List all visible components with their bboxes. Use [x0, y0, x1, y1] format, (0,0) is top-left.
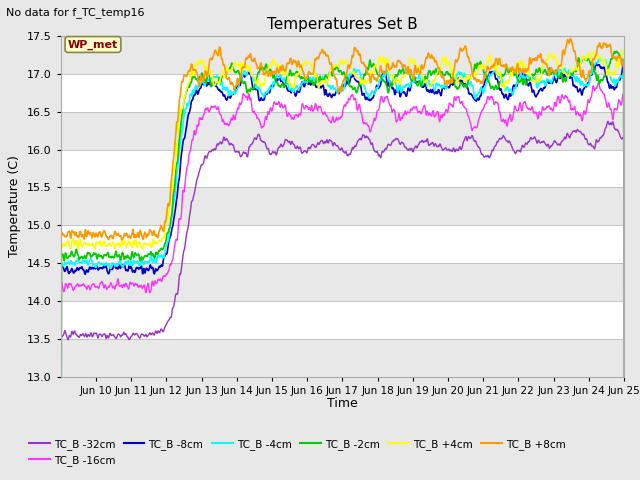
TC_B -4cm — [235, 84, 243, 90]
TC_B -8cm — [592, 60, 600, 66]
Bar — [61, 339, 624, 377]
TC_B -16cm — [595, 80, 602, 86]
TC_B -8cm — [512, 82, 520, 88]
TC_B -8cm — [376, 83, 384, 89]
TC_B -32cm — [376, 154, 384, 160]
TC_B +8cm — [612, 57, 620, 62]
Line: TC_B -2cm: TC_B -2cm — [61, 51, 624, 480]
TC_B +4cm — [620, 47, 627, 52]
TC_B -2cm — [620, 384, 628, 389]
TC_B +4cm — [235, 63, 243, 69]
TC_B -2cm — [612, 49, 620, 55]
TC_B -4cm — [376, 78, 384, 84]
Legend: TC_B -32cm, TC_B -16cm, TC_B -8cm, TC_B -4cm, TC_B -2cm, TC_B +4cm, TC_B +8cm: TC_B -32cm, TC_B -16cm, TC_B -8cm, TC_B … — [24, 435, 570, 470]
TC_B -16cm — [235, 106, 243, 111]
TC_B -16cm — [512, 106, 520, 112]
TC_B -32cm — [620, 442, 628, 448]
TC_B -8cm — [544, 79, 552, 85]
TC_B +8cm — [235, 81, 243, 86]
TC_B +4cm — [612, 61, 620, 67]
TC_B -8cm — [620, 388, 628, 394]
TC_B +8cm — [113, 232, 121, 238]
Bar — [61, 36, 624, 74]
TC_B -16cm — [612, 107, 620, 112]
TC_B -4cm — [612, 79, 620, 84]
TC_B -2cm — [235, 68, 243, 74]
TC_B +4cm — [113, 242, 121, 248]
TC_B -2cm — [544, 72, 552, 78]
Bar — [61, 188, 624, 225]
TC_B +8cm — [544, 66, 552, 72]
TC_B +8cm — [512, 70, 520, 75]
TC_B -4cm — [595, 55, 603, 61]
TC_B -8cm — [612, 84, 620, 90]
TC_B -2cm — [113, 253, 121, 259]
TC_B +4cm — [376, 54, 384, 60]
TC_B -16cm — [620, 408, 628, 413]
TC_B -2cm — [376, 73, 384, 79]
TC_B +4cm — [620, 374, 628, 380]
Line: TC_B +4cm: TC_B +4cm — [61, 49, 624, 480]
X-axis label: Time: Time — [327, 397, 358, 410]
TC_B -32cm — [612, 127, 620, 133]
TC_B -2cm — [612, 48, 620, 54]
TC_B -32cm — [604, 119, 612, 124]
TC_B -8cm — [235, 81, 243, 87]
Line: TC_B +8cm: TC_B +8cm — [61, 39, 624, 480]
Title: Temperatures Set B: Temperatures Set B — [267, 17, 418, 32]
Line: TC_B -4cm: TC_B -4cm — [61, 58, 624, 480]
TC_B +8cm — [620, 382, 628, 387]
TC_B -16cm — [376, 98, 384, 104]
TC_B +4cm — [512, 63, 520, 69]
TC_B -16cm — [544, 104, 552, 110]
Bar — [61, 263, 624, 301]
Text: No data for f_TC_temp16: No data for f_TC_temp16 — [6, 7, 145, 18]
TC_B +8cm — [566, 36, 574, 42]
TC_B -32cm — [512, 150, 520, 156]
TC_B -2cm — [512, 71, 520, 77]
TC_B -4cm — [620, 391, 628, 397]
Line: TC_B -32cm: TC_B -32cm — [61, 121, 624, 480]
Line: TC_B -8cm: TC_B -8cm — [61, 63, 624, 480]
TC_B -4cm — [113, 261, 121, 267]
TC_B -16cm — [113, 281, 121, 287]
TC_B -32cm — [235, 148, 243, 154]
TC_B -32cm — [544, 142, 552, 147]
Bar — [61, 112, 624, 150]
TC_B +4cm — [544, 56, 552, 62]
TC_B +8cm — [376, 65, 384, 71]
Y-axis label: Temperature (C): Temperature (C) — [8, 156, 22, 257]
TC_B -32cm — [113, 334, 121, 339]
Line: TC_B -16cm: TC_B -16cm — [61, 83, 624, 480]
TC_B -8cm — [113, 265, 121, 271]
TC_B -4cm — [512, 84, 520, 90]
TC_B -4cm — [544, 76, 552, 82]
Text: WP_met: WP_met — [68, 39, 118, 49]
